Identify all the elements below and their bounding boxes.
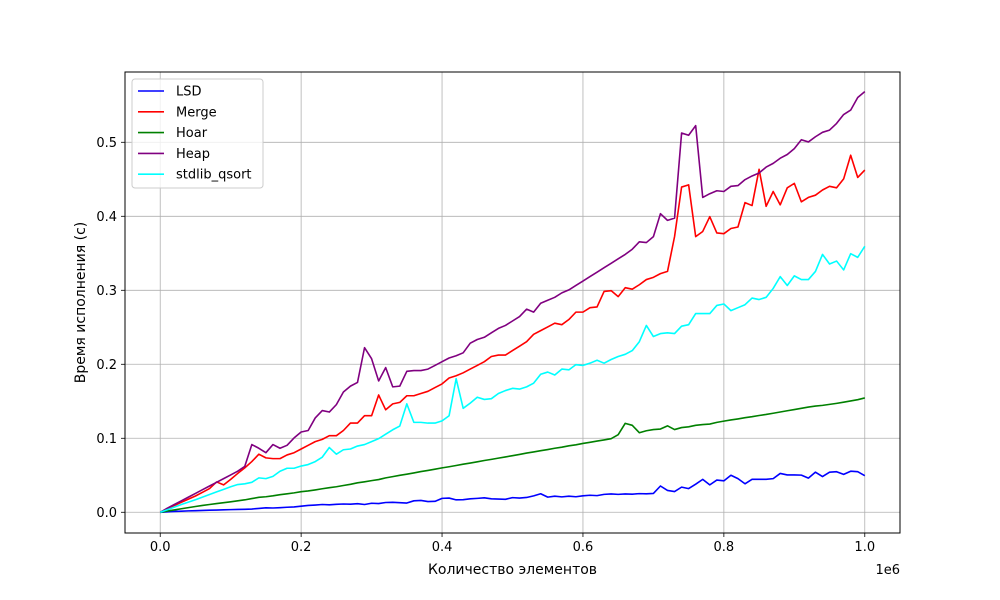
series-layer [159,90,866,514]
x-axis-offset-text: 1e6 [875,563,900,578]
series-line-hoar [160,397,865,514]
legend-label-merge: Merge [176,105,217,120]
legend: LSD Merge Hoar Heap stdlib_qsort [131,78,264,189]
x-tick-label: 0.6 [573,540,594,555]
legend-label-lsd: LSD [176,85,202,100]
y-tick-label: 0.5 [96,136,117,151]
x-tick-label: 1.0 [854,540,875,555]
x-axis-label: Количество элементов [428,562,597,578]
plot-frame [124,71,901,534]
y-tick-label: 0.2 [96,358,117,373]
y-tick-label: 0.1 [96,432,117,447]
y-tick-label: 0.0 [96,506,117,521]
y-axis-label: Время исполнения (с) [73,222,89,384]
series-line-merge [159,154,866,514]
x-tick-label: 0.0 [150,540,171,555]
x-tick-label: 0.8 [714,540,735,555]
legend-label-heap: Heap [176,147,210,162]
legend-label-hoar: Hoar [176,126,208,141]
series-line-heap [159,90,866,513]
legend-box [131,78,264,189]
x-tick-label: 0.2 [291,540,312,555]
series-line-lsd [160,470,866,514]
series-line-stdlib-qsort [159,245,866,514]
x-tick-label: 0.4 [432,540,453,555]
legend-label-stdlib-qsort: stdlib_qsort [176,168,252,183]
ticks: 0.0 0.2 0.4 0.6 0.8 1.0 0.0 0.1 0.2 0.3 0.4 0.5 [96,136,875,555]
y-tick-label: 0.3 [96,284,117,299]
y-tick-label: 0.4 [96,210,117,225]
